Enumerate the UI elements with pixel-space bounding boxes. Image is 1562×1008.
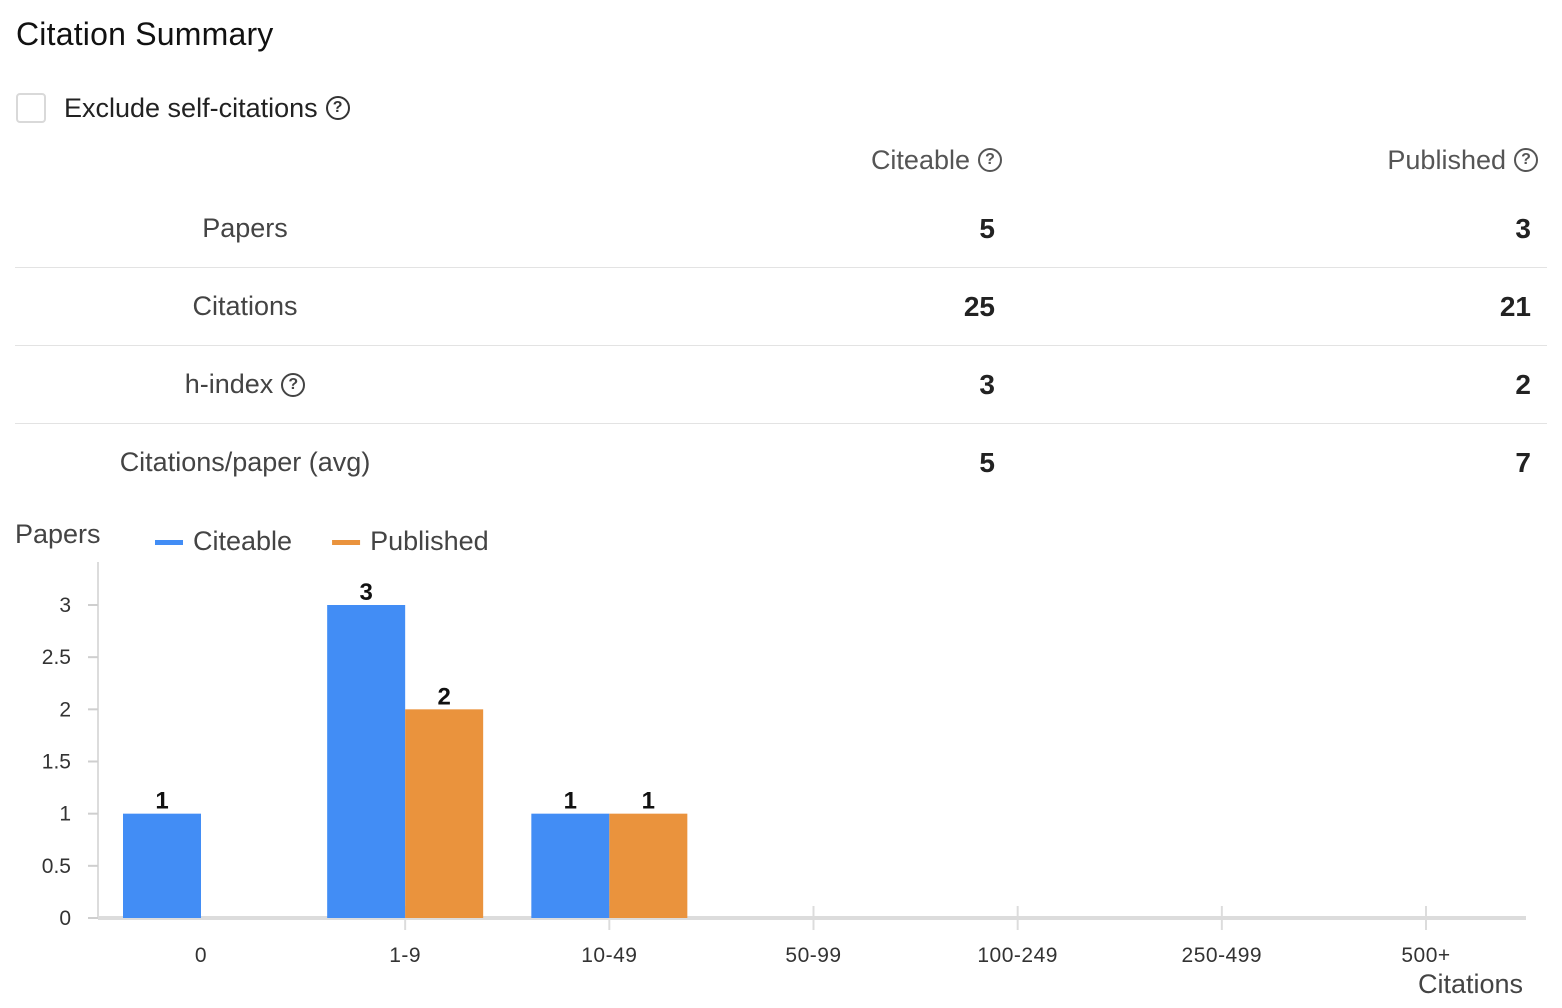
question-circle-icon[interactable]: ? [978, 148, 1002, 172]
page-title: Citation Summary [16, 16, 274, 52]
citations-bar-chart: Papers Citeable Published 0 0.5 1 1.5 2 2.5 3 0 1 1-… [15, 519, 1526, 999]
column-header-published-label: Published [1387, 144, 1506, 175]
stat-label: Citations/paper (avg) [15, 424, 475, 501]
stat-row-citations: Citations 25 21 [15, 268, 1547, 346]
question-circle-icon[interactable]: ? [1514, 148, 1538, 172]
x-tick-label: 250-499 [1182, 944, 1263, 967]
stat-label-text: h-index [184, 369, 274, 399]
stat-row-h-index: h-index ? 3 2 [15, 346, 1547, 424]
exclude-self-citations-label[interactable]: Exclude self-citations [64, 92, 318, 123]
question-circle-icon[interactable]: ? [281, 372, 306, 397]
legend-swatch [155, 540, 183, 545]
data-label: 1 [564, 788, 577, 815]
y-tick-label: 2.5 [42, 646, 71, 669]
stat-value-published: 7 [1515, 446, 1531, 478]
question-circle-icon[interactable]: ? [325, 96, 350, 120]
x-tick-label: 50-99 [785, 944, 841, 967]
x-tick-label: 1-9 [389, 944, 421, 967]
bar-citeable [327, 605, 406, 918]
legend-swatch [332, 540, 361, 545]
stat-value-citeable: 5 [979, 212, 995, 244]
y-tick-label: 1.5 [42, 751, 71, 774]
bar-published [609, 813, 688, 918]
column-header-citeable: Citeable ? [871, 140, 1002, 180]
stat-row-citations-per-paper: Citations/paper (avg) 5 7 [15, 424, 1547, 501]
stat-label: Citations [15, 268, 475, 345]
y-tick-label: 0 [59, 907, 71, 930]
stat-value-published: 3 [1515, 212, 1531, 244]
stat-row-papers: Papers 5 3 [15, 190, 1547, 268]
x-tick-label: 10-49 [581, 944, 637, 967]
stat-value-citeable: 25 [963, 290, 995, 322]
legend-label: Citeable [193, 526, 292, 556]
y-tick-label: 1 [59, 803, 71, 826]
exclude-self-citations-row[interactable]: Exclude self-citations ? [16, 90, 350, 126]
bar-published [405, 709, 484, 918]
stat-label: Papers [15, 190, 475, 267]
stat-value-published: 2 [1515, 368, 1531, 400]
stat-label: h-index ? [15, 346, 475, 423]
stat-label-text: Citations [192, 291, 298, 321]
stat-value-citeable: 3 [979, 368, 995, 400]
legend-label: Published [370, 526, 489, 556]
exclude-self-citations-checkbox[interactable] [16, 93, 46, 123]
data-label: 1 [642, 788, 655, 815]
stat-value-citeable: 5 [979, 446, 995, 478]
x-tick-label: 100-249 [977, 944, 1058, 967]
stat-label-text: Papers [202, 213, 288, 243]
stat-label-text: Citations/paper (avg) [119, 447, 371, 477]
data-label: 1 [155, 788, 168, 815]
column-header-published: Published ? [1387, 140, 1538, 180]
column-header-citeable-label: Citeable [870, 144, 970, 175]
stats-table: Papers 5 3 Citations 25 21 h-index ? 3 2… [15, 190, 1547, 501]
y-axis-label: Papers [15, 519, 101, 549]
x-axis-label: Citations [1418, 969, 1523, 999]
x-tick-label: 500+ [1401, 944, 1450, 967]
bar-citeable [531, 813, 610, 918]
x-tick-label: 0 [195, 944, 207, 967]
data-label: 3 [359, 579, 372, 606]
bar-citeable [123, 813, 201, 918]
y-tick-label: 0.5 [42, 855, 71, 878]
data-label: 2 [437, 683, 450, 710]
y-tick-label: 3 [59, 594, 71, 617]
y-tick-label: 2 [59, 698, 71, 721]
stat-value-published: 21 [1499, 290, 1531, 322]
